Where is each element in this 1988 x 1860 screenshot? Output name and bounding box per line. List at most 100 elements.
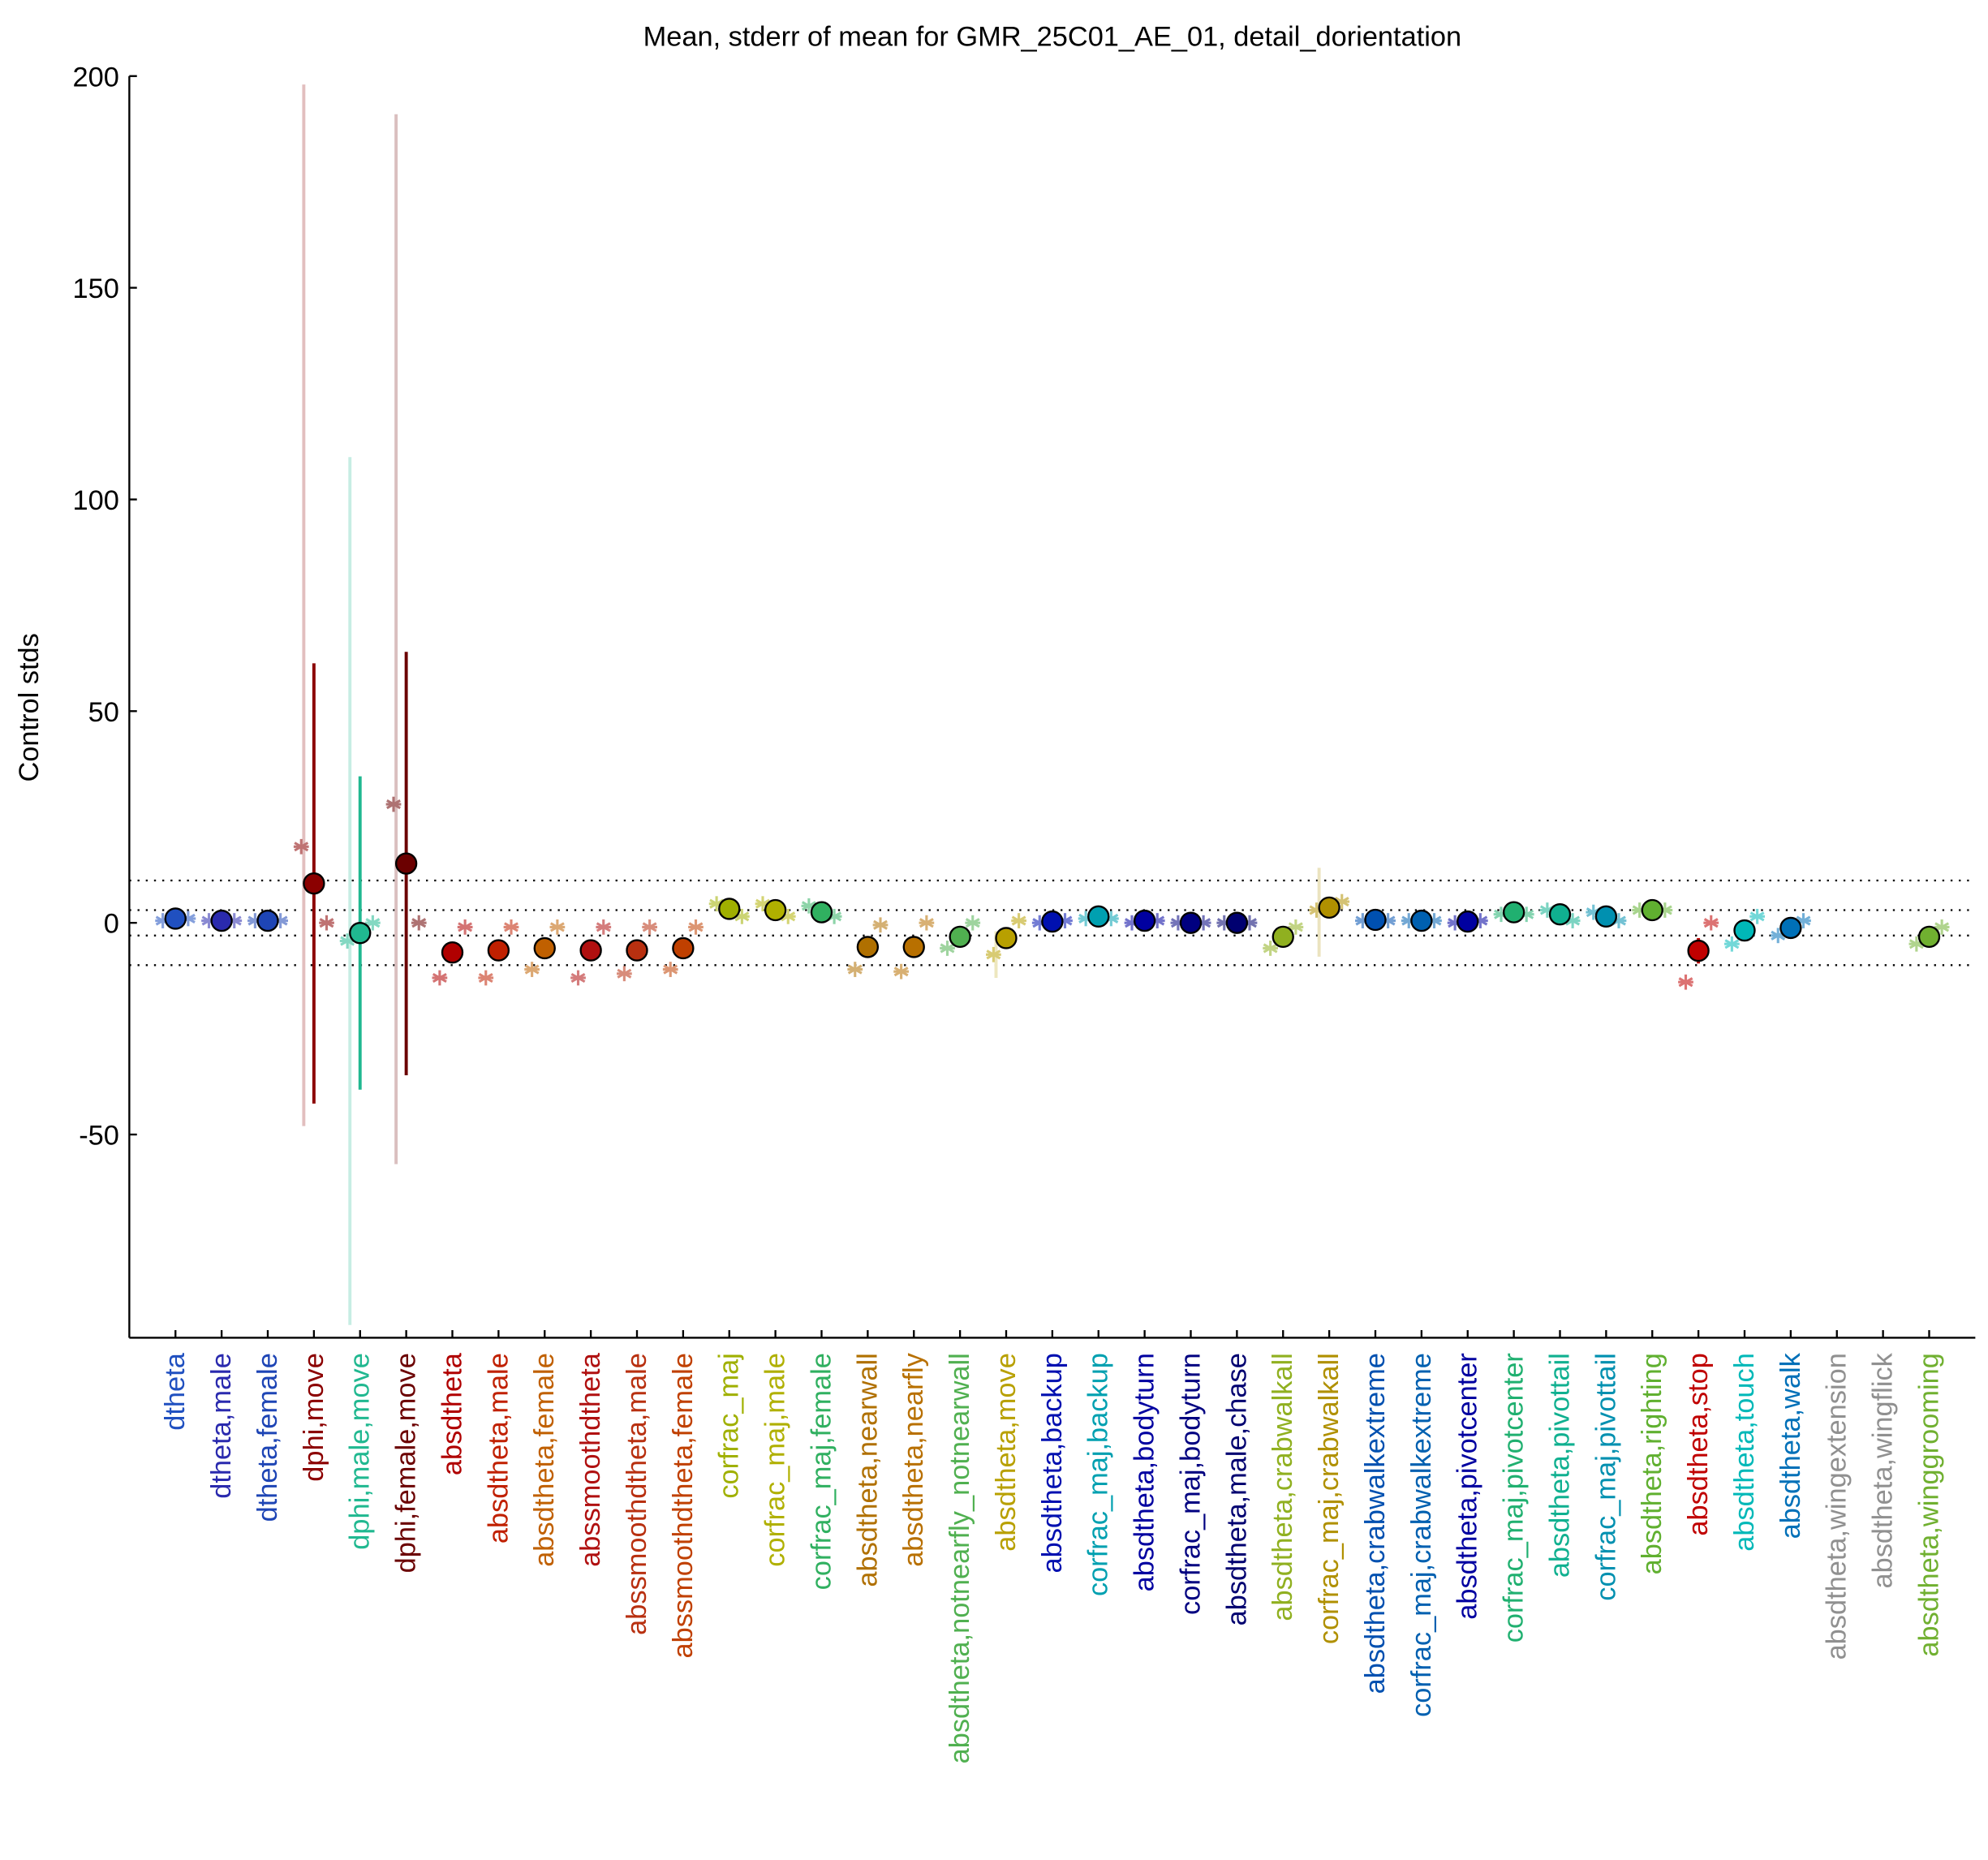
asterisk-stroke	[965, 918, 980, 928]
x-tick-label: corfrac_maj,backup	[1083, 1353, 1114, 1596]
x-tick-label: absdtheta,female	[529, 1353, 560, 1567]
x-tick-label: absdtheta,male,chase	[1221, 1353, 1252, 1625]
y-tick-label: 200	[73, 62, 119, 93]
asterisk-stroke	[1724, 939, 1740, 949]
y-axis-label: Control stds	[14, 633, 45, 781]
mean-point	[1502, 901, 1525, 924]
asterisk	[1011, 913, 1026, 928]
asterisk-stroke	[365, 918, 381, 928]
mean-point	[210, 909, 233, 932]
asterisk-stroke	[1749, 911, 1765, 922]
asterisk	[985, 946, 1001, 962]
asterisk	[549, 919, 566, 935]
y-tick-label: 100	[73, 485, 119, 516]
y-tick-label: -50	[79, 1121, 119, 1152]
x-tick-label: absdtheta,move	[991, 1353, 1022, 1552]
asterisk-stroke	[596, 922, 611, 932]
asterisk-stroke	[458, 922, 473, 932]
plot-root: Mean, stderr of mean for GMR_25C01_AE_01…	[14, 21, 1976, 1763]
asterisk-stroke	[478, 972, 493, 984]
mean-point	[1687, 939, 1710, 962]
mean-point	[1548, 903, 1572, 926]
asterisk-stroke	[319, 918, 334, 928]
asterisk-stroke	[847, 964, 863, 975]
mean-point	[1410, 909, 1433, 932]
x-tick-label: absdtheta,righting	[1637, 1353, 1667, 1574]
asterisk-stroke	[1263, 943, 1278, 954]
asterisk-stroke	[432, 972, 447, 984]
asterisk-stroke	[1678, 977, 1693, 988]
x-tick-label: absdtheta,notnearfly_notnearwall	[945, 1353, 975, 1763]
x-tick-label: dtheta	[160, 1352, 191, 1430]
x-tick-label: absdtheta,wingextension	[1822, 1353, 1852, 1660]
mean-point	[1318, 896, 1340, 919]
x-tick-label: abssmoothdtheta	[575, 1352, 606, 1566]
asterisk	[432, 970, 448, 986]
asterisk-stroke	[781, 911, 796, 922]
asterisk	[919, 915, 935, 931]
mean-point	[1641, 898, 1663, 922]
x-tick-label: corfrac_maj	[714, 1353, 745, 1498]
asterisk	[1288, 919, 1304, 935]
x-tick-label: corfrac_maj,pivottail	[1590, 1353, 1621, 1601]
asterisk-stroke	[755, 898, 770, 909]
asterisk	[293, 838, 309, 855]
asterisk-stroke	[1011, 915, 1026, 926]
x-tick-label: dtheta,female	[252, 1353, 283, 1522]
x-tick-label: corfrac_maj,male	[760, 1353, 791, 1567]
asterisk	[385, 796, 402, 812]
mean-point	[810, 901, 833, 924]
x-tick-label: absdtheta,pivotcenter	[1452, 1353, 1483, 1620]
mean-point	[718, 898, 741, 920]
x-tick-label: corfrac_maj,pivotcenter	[1499, 1353, 1530, 1643]
mean-point	[533, 936, 556, 960]
mean-point	[1041, 910, 1064, 933]
mean-point	[856, 936, 880, 958]
mean-point	[672, 936, 695, 960]
x-tick-label: absdtheta,touch	[1729, 1353, 1760, 1552]
x-tick-label: absdtheta	[437, 1352, 467, 1475]
asterisk-stroke	[1565, 915, 1581, 926]
asterisk	[411, 915, 427, 931]
asterisk	[616, 966, 632, 982]
x-tick-label: absdtheta,pivottail	[1544, 1353, 1575, 1578]
asterisk-stroke	[617, 968, 632, 979]
mean-point	[1272, 925, 1294, 949]
asterisk	[662, 962, 678, 977]
asterisk	[524, 962, 540, 977]
mean-point	[579, 939, 602, 962]
mean-point	[1179, 911, 1203, 934]
x-tick-label: dtheta,male	[206, 1353, 237, 1499]
x-tick-label: corfrac_maj,female	[806, 1353, 837, 1590]
asterisk-stroke	[386, 799, 401, 810]
asterisk-stroke	[1703, 918, 1719, 928]
x-tick-label: corfrac_maj,bodyturn	[1175, 1353, 1206, 1615]
mean-point	[1087, 905, 1110, 928]
x-tick-label: absdtheta,stop	[1683, 1353, 1714, 1535]
mean-point	[487, 939, 510, 962]
asterisk	[872, 917, 889, 933]
x-tick-label: absdtheta,crabwalkextreme	[1360, 1353, 1391, 1694]
x-tick-label: corfrac_maj,crabwalkextreme	[1406, 1353, 1437, 1717]
asterisk	[503, 919, 519, 935]
asterisk	[1678, 974, 1693, 990]
x-tick-label: abssmoothdtheta,female	[668, 1353, 699, 1658]
asterisk-stroke	[570, 972, 586, 984]
asterisk	[642, 919, 658, 935]
asterisk	[457, 919, 473, 935]
mean-point	[995, 927, 1018, 949]
x-tick-label: dphi,male,move	[345, 1353, 376, 1550]
asterisk	[365, 915, 381, 931]
asterisk-stroke	[504, 922, 519, 932]
asterisk-stroke	[919, 918, 934, 928]
mean-point	[303, 872, 325, 895]
x-tick-label: absdtheta,winggrooming	[1913, 1353, 1944, 1656]
x-tick-label: absdtheta,bodyturn	[1130, 1353, 1160, 1591]
mean-point	[1779, 916, 1802, 940]
asterisk	[1724, 936, 1740, 952]
mean-point	[164, 907, 187, 930]
asterisk-stroke	[709, 898, 725, 909]
asterisk-stroke	[873, 919, 888, 930]
x-tick-label: absdtheta,crabwalkall	[1267, 1353, 1298, 1621]
mean-point	[902, 936, 925, 958]
